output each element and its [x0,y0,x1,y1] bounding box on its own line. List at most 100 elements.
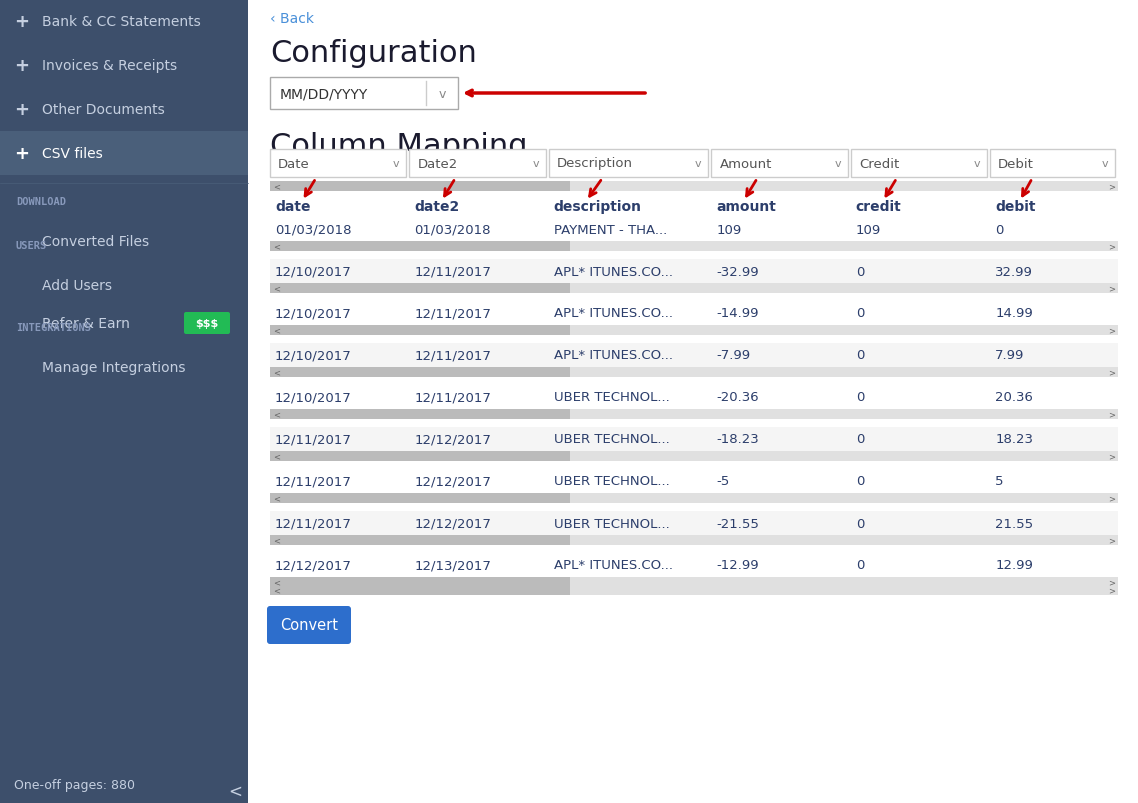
Text: -21.55: -21.55 [717,517,759,530]
Text: Column Mapping: Column Mapping [270,132,528,161]
Bar [270,536,1118,545]
Text: 12/11/2017: 12/11/2017 [414,265,492,278]
Bar [270,451,1118,462]
Bar [270,553,1118,577]
Text: +: + [15,57,30,75]
Text: Debit: Debit [998,157,1034,170]
Text: >: > [1108,326,1115,335]
Text: 0: 0 [856,475,864,488]
Text: 7.99: 7.99 [996,349,1024,362]
Bar [270,577,570,587]
Text: v: v [695,159,702,169]
Text: CSV files: CSV files [42,147,102,161]
Text: v: v [1102,159,1108,169]
Text: 12/12/2017: 12/12/2017 [275,559,352,572]
Text: Convert: Convert [280,618,338,633]
Bar [270,368,570,377]
Bar [270,218,1118,242]
Text: -12.99: -12.99 [717,559,759,572]
Bar [270,325,1118,336]
Bar [270,577,1118,587]
Text: APL* ITUNES.CO...: APL* ITUNES.CO... [554,307,673,320]
Bar [270,344,1118,368]
Text: <: < [273,368,280,377]
Text: v: v [834,159,841,169]
Text: 18.23: 18.23 [996,433,1033,446]
Text: One-off pages: 880: One-off pages: 880 [14,779,135,792]
Text: <: < [273,243,280,251]
Bar [851,150,988,177]
Bar [410,150,546,177]
Bar [270,283,570,294]
Text: 12/11/2017: 12/11/2017 [414,391,492,404]
Text: -7.99: -7.99 [717,349,751,362]
Bar [270,493,1118,503]
FancyBboxPatch shape [267,606,351,644]
Bar [270,585,570,595]
Text: Configuration: Configuration [270,39,477,68]
Text: +: + [15,13,30,31]
Text: <: < [228,782,242,800]
Text: 12/13/2017: 12/13/2017 [414,559,492,572]
Text: 12/10/2017: 12/10/2017 [275,391,352,404]
Bar [270,181,1118,192]
Text: Add Users: Add Users [42,279,112,292]
Text: Date Format: Date Format [270,86,368,100]
Bar [270,302,1118,325]
Bar [270,585,1118,595]
Text: APL* ITUNES.CO...: APL* ITUNES.CO... [554,349,673,362]
Text: 12/11/2017: 12/11/2017 [414,349,492,362]
Bar [270,512,1118,536]
Bar [270,410,570,419]
Bar [270,242,1118,251]
Text: <: < [273,284,280,293]
Text: Date2: Date2 [418,157,457,170]
Bar [990,150,1115,177]
Text: 12/10/2017: 12/10/2017 [275,349,352,362]
Text: 01/03/2018: 01/03/2018 [414,223,490,236]
Text: Date: Date [278,157,310,170]
Text: +: + [15,145,30,163]
Text: >: > [1108,410,1115,419]
Text: >: > [1108,494,1115,503]
Bar [270,368,1118,377]
Bar [270,427,1118,451]
Text: APL* ITUNES.CO...: APL* ITUNES.CO... [554,559,673,572]
Text: -18.23: -18.23 [717,433,759,446]
Text: UBER TECHNOL...: UBER TECHNOL... [554,475,669,488]
Text: 0: 0 [856,349,864,362]
Bar [0,132,248,176]
Text: Invoices & Receipts: Invoices & Receipts [42,59,178,73]
Text: 32.99: 32.99 [996,265,1033,278]
Text: <: < [273,585,280,595]
Bar [270,150,406,177]
Text: >: > [1108,243,1115,251]
Text: -20.36: -20.36 [717,391,759,404]
Text: USERS: USERS [16,241,48,251]
Text: 21.55: 21.55 [996,517,1033,530]
Text: <: < [273,578,280,587]
Text: DOWNLOAD: DOWNLOAD [16,197,66,206]
Text: amount: amount [717,200,776,214]
Text: Bank & CC Statements: Bank & CC Statements [42,15,200,29]
Bar [549,150,709,177]
Text: 12/10/2017: 12/10/2017 [275,307,352,320]
FancyBboxPatch shape [184,312,230,335]
Bar [270,325,570,336]
Text: >: > [1108,284,1115,293]
Bar [270,259,1118,283]
Text: UBER TECHNOL...: UBER TECHNOL... [554,391,669,404]
Bar [270,242,570,251]
Text: Description: Description [556,157,633,170]
Text: 0: 0 [856,559,864,572]
Text: <: < [273,410,280,419]
Bar [270,493,570,503]
Text: 12/11/2017: 12/11/2017 [414,307,492,320]
Text: >: > [1108,578,1115,587]
Bar [711,150,848,177]
Text: v: v [438,88,446,100]
Text: Credit: Credit [859,157,899,170]
Text: 20.36: 20.36 [996,391,1033,404]
Text: <: < [273,452,280,461]
Text: credit: credit [856,200,901,214]
